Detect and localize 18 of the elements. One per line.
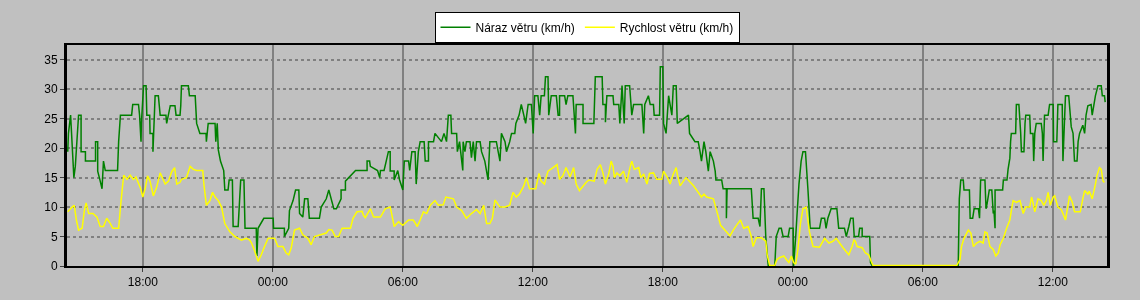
y-tick-label: 15 <box>44 170 58 185</box>
legend-label: Náraz větru (km/h) <box>475 20 575 35</box>
x-tick-label: 12:00 <box>1037 275 1069 290</box>
x-tick-label: 18:00 <box>127 275 159 290</box>
legend-label: Rychlost větru (km/h) <box>619 20 734 35</box>
y-tick-label: 25 <box>44 111 58 126</box>
y-tick-label: 35 <box>44 52 58 67</box>
y-tick-label: 20 <box>44 141 58 156</box>
y-tick-label: 10 <box>44 200 58 215</box>
x-tick-label: 00:00 <box>777 275 809 290</box>
x-tick-label: 18:00 <box>647 275 679 290</box>
y-tick-label: 0 <box>50 259 58 274</box>
x-tick-label: 00:00 <box>257 275 289 290</box>
y-tick-label: 30 <box>44 82 58 97</box>
x-tick-label: 12:00 <box>517 275 549 290</box>
x-tick-label: 06:00 <box>907 275 939 290</box>
x-tick-label: 06:00 <box>387 275 419 290</box>
y-tick-label: 5 <box>50 229 58 244</box>
